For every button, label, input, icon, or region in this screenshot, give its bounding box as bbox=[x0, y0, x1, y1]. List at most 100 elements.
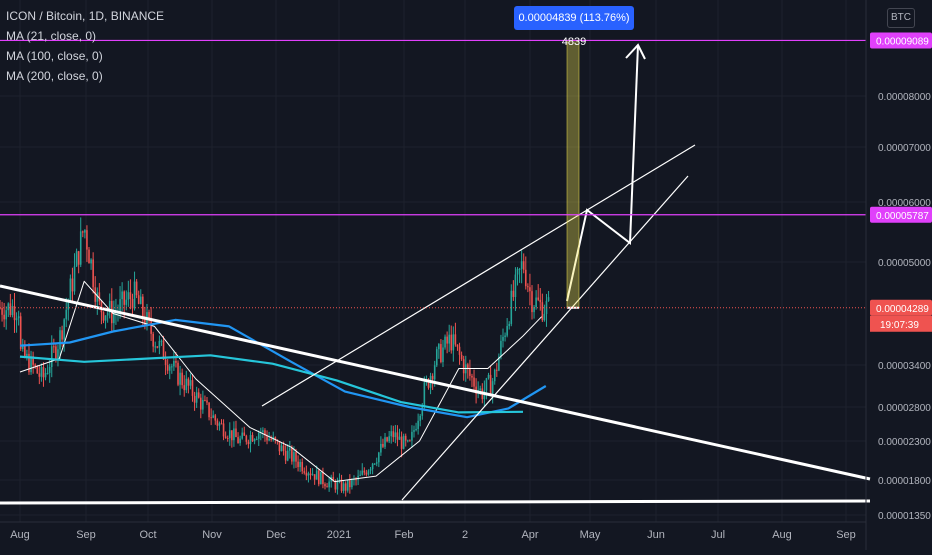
candle-body bbox=[214, 415, 217, 421]
candle-body bbox=[17, 316, 20, 319]
candle bbox=[297, 455, 299, 472]
candle bbox=[280, 442, 283, 452]
candle-body bbox=[61, 330, 63, 340]
candle-body bbox=[226, 437, 229, 439]
drawings bbox=[0, 43, 871, 505]
candle bbox=[131, 293, 134, 315]
candle-body bbox=[177, 362, 179, 385]
candle bbox=[363, 467, 366, 476]
candle-body bbox=[460, 354, 463, 360]
candle bbox=[394, 424, 397, 444]
legend-ma-100[interactable]: MA (100, close, 0) bbox=[6, 49, 103, 63]
price-tick-label: 0.00008000 bbox=[878, 92, 931, 103]
candle-body bbox=[539, 299, 542, 303]
candle-body bbox=[355, 479, 357, 481]
candle bbox=[187, 377, 190, 394]
candle bbox=[388, 430, 390, 444]
price-tag-bg bbox=[870, 32, 932, 49]
candle-body bbox=[315, 470, 318, 480]
candle bbox=[491, 377, 494, 404]
candle-body bbox=[36, 366, 39, 374]
candle-body bbox=[9, 303, 12, 316]
candle bbox=[353, 475, 355, 486]
candle-body bbox=[531, 291, 533, 313]
candle bbox=[216, 418, 219, 431]
candle-body bbox=[204, 399, 206, 401]
candle-body bbox=[522, 261, 525, 270]
candle-body bbox=[496, 369, 498, 371]
candle bbox=[46, 364, 49, 375]
candle-body bbox=[543, 313, 546, 321]
candle-body bbox=[150, 318, 152, 334]
candle bbox=[284, 444, 287, 464]
candle bbox=[53, 338, 55, 353]
candle-body bbox=[537, 297, 539, 300]
candle-body bbox=[313, 474, 316, 480]
legend-ma-21[interactable]: MA (21, close, 0) bbox=[6, 29, 97, 43]
candle-body bbox=[243, 432, 246, 436]
candle-body bbox=[102, 312, 105, 321]
candle bbox=[454, 322, 457, 347]
candle bbox=[299, 459, 301, 472]
candle-body bbox=[173, 361, 175, 367]
candle bbox=[34, 363, 36, 369]
candle bbox=[175, 352, 177, 368]
candle-body bbox=[346, 479, 349, 491]
countdown-bg bbox=[870, 315, 932, 332]
candle-body bbox=[322, 471, 324, 485]
symbol-title[interactable]: ICON / Bitcoin, 1D, BINANCE bbox=[6, 9, 165, 23]
candle bbox=[71, 267, 74, 302]
candle bbox=[317, 469, 320, 487]
candle bbox=[108, 293, 111, 319]
candle bbox=[19, 312, 22, 351]
candle-body bbox=[220, 423, 223, 425]
candle bbox=[121, 282, 123, 311]
candle-body bbox=[373, 463, 376, 465]
candle-body bbox=[82, 231, 84, 233]
candle bbox=[57, 344, 59, 367]
legend-ma-200[interactable]: MA (200, close, 0) bbox=[6, 69, 103, 83]
candle-body bbox=[187, 378, 190, 386]
candle-body bbox=[249, 435, 252, 445]
price-tag-text: 0.00004289 bbox=[876, 304, 929, 315]
candle-body bbox=[386, 437, 388, 442]
candle bbox=[311, 468, 314, 476]
candle-body bbox=[73, 266, 76, 292]
time-tick-label: Aug bbox=[10, 529, 30, 541]
candle-body bbox=[44, 373, 47, 378]
candle bbox=[181, 368, 183, 389]
candle bbox=[79, 217, 82, 268]
candle-body bbox=[456, 344, 459, 347]
candle bbox=[419, 413, 422, 427]
candle bbox=[535, 290, 537, 310]
candle bbox=[262, 427, 264, 439]
candle-body bbox=[139, 296, 142, 304]
candle-body bbox=[411, 431, 413, 441]
candle-body bbox=[365, 472, 368, 475]
measure-label: 0.00004839 (113.76%) 4839 bbox=[514, 6, 634, 48]
candle bbox=[63, 318, 65, 352]
candle bbox=[164, 351, 167, 376]
candle bbox=[498, 353, 500, 372]
candle-body bbox=[245, 435, 248, 442]
candle-body bbox=[295, 452, 297, 462]
candle bbox=[342, 481, 345, 494]
candle-body bbox=[382, 443, 384, 447]
currency-button[interactable]: BTC bbox=[887, 8, 915, 28]
candle bbox=[340, 474, 343, 493]
candle bbox=[516, 267, 519, 286]
candle bbox=[5, 306, 8, 330]
candle bbox=[127, 280, 130, 307]
candle-body bbox=[367, 470, 370, 475]
candle-body bbox=[309, 473, 312, 476]
candle bbox=[406, 439, 409, 443]
candle-body bbox=[162, 340, 165, 360]
candle bbox=[104, 315, 107, 329]
candle-body bbox=[378, 452, 380, 463]
candle-body bbox=[98, 292, 101, 302]
candle bbox=[514, 267, 517, 312]
candle-body bbox=[257, 432, 260, 439]
candle bbox=[289, 440, 291, 459]
